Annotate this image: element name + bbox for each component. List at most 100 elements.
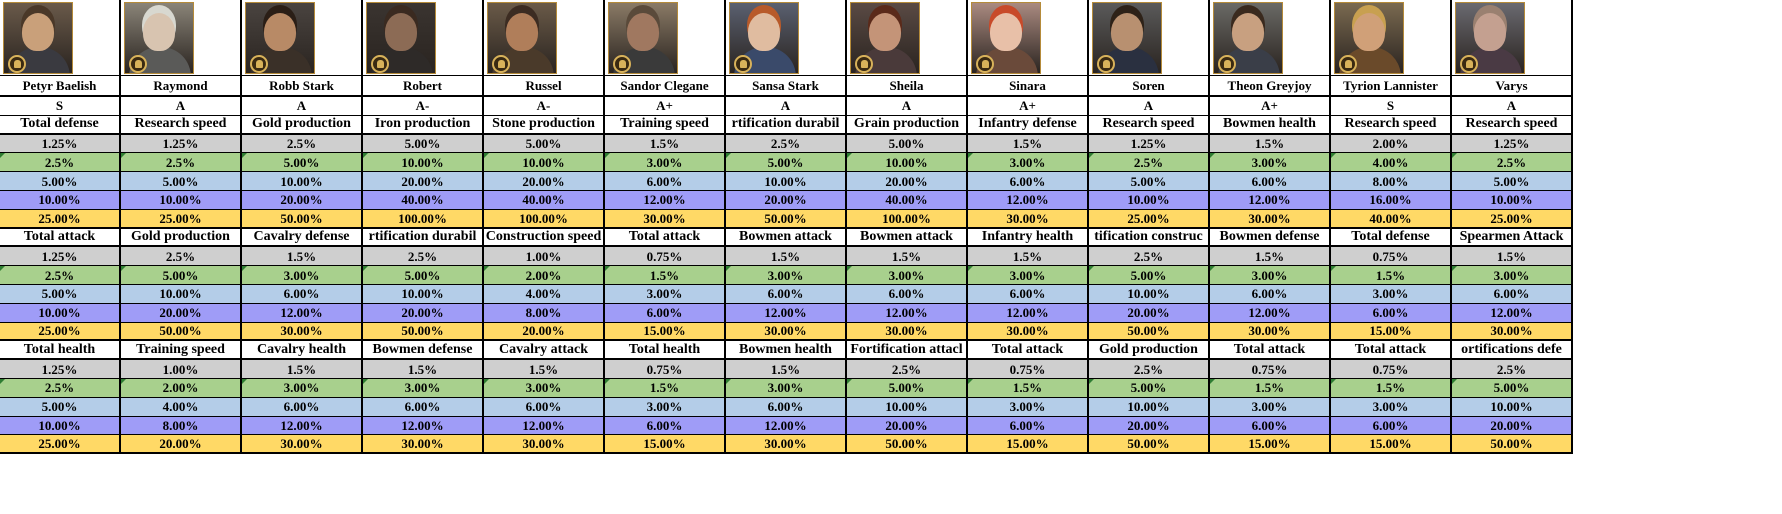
- skill-value-cell[interactable]: 1.00%: [484, 247, 605, 267]
- portrait-cell[interactable]: [242, 0, 363, 76]
- skill-value-cell[interactable]: 5.00%: [242, 153, 363, 173]
- skill-value-cell[interactable]: 8.00%: [484, 303, 605, 323]
- skill-value-cell[interactable]: 2.00%: [1331, 134, 1452, 154]
- skill-value-cell[interactable]: 3.00%: [1210, 153, 1331, 173]
- skill-value-cell[interactable]: 3.00%: [726, 266, 847, 285]
- skill-stat-cell[interactable]: rtification durabil: [363, 228, 484, 248]
- skill-value-cell[interactable]: 30.00%: [1210, 322, 1331, 342]
- skill-value-cell[interactable]: 12.00%: [363, 416, 484, 436]
- skill-stat-cell[interactable]: Total health: [0, 341, 121, 361]
- skill-stat-cell[interactable]: Stone production: [484, 115, 605, 135]
- skill-value-cell[interactable]: 15.00%: [1331, 322, 1452, 342]
- skill-value-cell[interactable]: 1.5%: [242, 247, 363, 267]
- skill-value-cell[interactable]: 5.00%: [847, 378, 968, 398]
- skill-value-cell[interactable]: 12.00%: [968, 303, 1089, 323]
- grade-cell[interactable]: A-: [484, 97, 605, 116]
- skill-value-cell[interactable]: 4.00%: [484, 284, 605, 304]
- skill-value-cell[interactable]: 3.00%: [605, 284, 726, 304]
- skill-stat-cell[interactable]: Iron production: [363, 115, 484, 135]
- grade-cell[interactable]: A: [121, 97, 242, 116]
- skill-value-cell[interactable]: 6.00%: [1331, 303, 1452, 323]
- character-name-cell[interactable]: Sheila: [847, 76, 968, 97]
- skill-value-cell[interactable]: 8.00%: [121, 416, 242, 436]
- skill-value-cell[interactable]: 1.25%: [0, 134, 121, 154]
- skill-value-cell[interactable]: 2.5%: [0, 266, 121, 285]
- character-name-cell[interactable]: Theon Greyjoy: [1210, 76, 1331, 97]
- skill-value-cell[interactable]: 5.00%: [1089, 172, 1210, 191]
- skill-value-cell[interactable]: 1.5%: [726, 360, 847, 379]
- skill-value-cell[interactable]: 50.00%: [1452, 435, 1573, 455]
- skill-value-cell[interactable]: 25.00%: [121, 209, 242, 229]
- skill-value-cell[interactable]: 5.00%: [0, 172, 121, 191]
- skill-value-cell[interactable]: 12.00%: [242, 303, 363, 323]
- character-name-cell[interactable]: Raymond: [121, 76, 242, 97]
- skill-stat-cell[interactable]: Bowmen health: [1210, 115, 1331, 135]
- portrait-cell[interactable]: [1452, 0, 1573, 76]
- skill-value-cell[interactable]: 16.00%: [1331, 190, 1452, 210]
- skill-stat-cell[interactable]: rtification durabil: [726, 115, 847, 135]
- skill-value-cell[interactable]: 3.00%: [1331, 397, 1452, 417]
- skill-value-cell[interactable]: 10.00%: [484, 153, 605, 173]
- skill-value-cell[interactable]: 12.00%: [1210, 303, 1331, 323]
- skill-value-cell[interactable]: 3.00%: [242, 378, 363, 398]
- portrait-cell[interactable]: [726, 0, 847, 76]
- skill-value-cell[interactable]: 6.00%: [968, 172, 1089, 191]
- skill-value-cell[interactable]: 5.00%: [726, 153, 847, 173]
- skill-value-cell[interactable]: 10.00%: [1089, 397, 1210, 417]
- skill-value-cell[interactable]: 2.5%: [847, 360, 968, 379]
- skill-stat-cell[interactable]: Bowmen health: [726, 341, 847, 361]
- skill-value-cell[interactable]: 2.5%: [0, 378, 121, 398]
- skill-value-cell[interactable]: 1.5%: [605, 266, 726, 285]
- skill-value-cell[interactable]: 1.5%: [968, 247, 1089, 267]
- skill-stat-cell[interactable]: Research speed: [121, 115, 242, 135]
- skill-stat-cell[interactable]: Grain production: [847, 115, 968, 135]
- skill-stat-cell[interactable]: Total defense: [1331, 228, 1452, 248]
- grade-cell[interactable]: A+: [968, 97, 1089, 116]
- skill-stat-cell[interactable]: Bowmen defense: [1210, 228, 1331, 248]
- skill-value-cell[interactable]: 5.00%: [121, 172, 242, 191]
- skill-stat-cell[interactable]: Cavalry defense: [242, 228, 363, 248]
- skill-value-cell[interactable]: 12.00%: [484, 416, 605, 436]
- portrait-cell[interactable]: [1210, 0, 1331, 76]
- skill-value-cell[interactable]: 3.00%: [242, 266, 363, 285]
- grade-cell[interactable]: A-: [363, 97, 484, 116]
- skill-stat-cell[interactable]: Construction speed: [484, 228, 605, 248]
- skill-value-cell[interactable]: 20.00%: [1089, 303, 1210, 323]
- skill-value-cell[interactable]: 30.00%: [968, 322, 1089, 342]
- skill-value-cell[interactable]: 6.00%: [242, 284, 363, 304]
- portrait-cell[interactable]: [1331, 0, 1452, 76]
- portrait-cell[interactable]: [363, 0, 484, 76]
- skill-stat-cell[interactable]: Total attack: [968, 341, 1089, 361]
- skill-value-cell[interactable]: 12.00%: [1452, 303, 1573, 323]
- skill-value-cell[interactable]: 10.00%: [121, 190, 242, 210]
- skill-stat-cell[interactable]: tification construc: [1089, 228, 1210, 248]
- skill-value-cell[interactable]: 20.00%: [1089, 416, 1210, 436]
- skill-value-cell[interactable]: 10.00%: [242, 172, 363, 191]
- skill-value-cell[interactable]: 12.00%: [847, 303, 968, 323]
- skill-value-cell[interactable]: 0.75%: [1331, 247, 1452, 267]
- skill-value-cell[interactable]: 50.00%: [726, 209, 847, 229]
- skill-value-cell[interactable]: 3.00%: [1452, 266, 1573, 285]
- skill-value-cell[interactable]: 15.00%: [605, 322, 726, 342]
- character-name-cell[interactable]: Varys: [1452, 76, 1573, 97]
- grade-cell[interactable]: S: [1331, 97, 1452, 116]
- skill-value-cell[interactable]: 5.00%: [1452, 378, 1573, 398]
- grade-cell[interactable]: A: [1089, 97, 1210, 116]
- skill-value-cell[interactable]: 5.00%: [121, 266, 242, 285]
- skill-value-cell[interactable]: 20.00%: [121, 435, 242, 455]
- skill-value-cell[interactable]: 25.00%: [1452, 209, 1573, 229]
- skill-value-cell[interactable]: 6.00%: [484, 397, 605, 417]
- skill-value-cell[interactable]: 2.5%: [121, 153, 242, 173]
- skill-value-cell[interactable]: 100.00%: [484, 209, 605, 229]
- skill-value-cell[interactable]: 5.00%: [0, 397, 121, 417]
- skill-value-cell[interactable]: 1.5%: [1331, 266, 1452, 285]
- skill-stat-cell[interactable]: Total attack: [605, 228, 726, 248]
- skill-value-cell[interactable]: 6.00%: [605, 303, 726, 323]
- skill-value-cell[interactable]: 40.00%: [484, 190, 605, 210]
- skill-stat-cell[interactable]: ortifications defe: [1452, 341, 1573, 361]
- skill-value-cell[interactable]: 1.5%: [726, 247, 847, 267]
- skill-value-cell[interactable]: 6.00%: [726, 284, 847, 304]
- skill-value-cell[interactable]: 5.00%: [847, 134, 968, 154]
- skill-value-cell[interactable]: 6.00%: [1331, 416, 1452, 436]
- portrait-cell[interactable]: [0, 0, 121, 76]
